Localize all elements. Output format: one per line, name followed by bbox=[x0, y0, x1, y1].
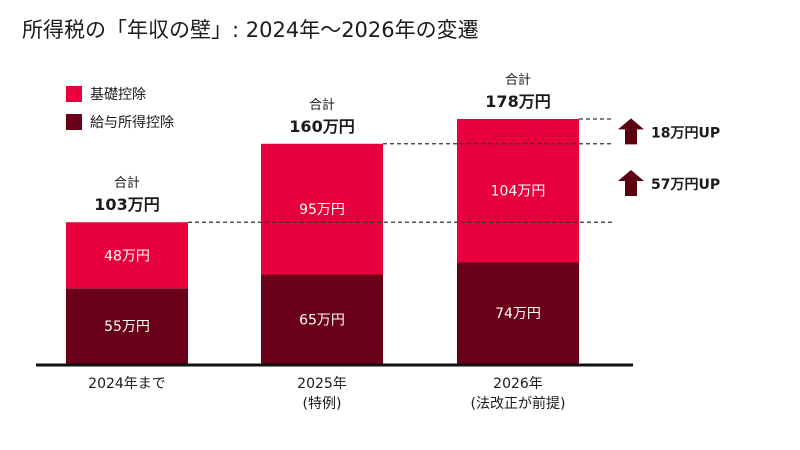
increase-annotation-0: 57万円UP bbox=[651, 177, 720, 193]
bar-value-label-0-1: 65万円 bbox=[299, 312, 345, 328]
total-caption-1: 合計 bbox=[309, 97, 335, 113]
bar-salary-deduction-0 bbox=[66, 288, 188, 364]
bar-salary-deduction-1 bbox=[261, 274, 383, 364]
category-label-0-0: 2024年まで bbox=[88, 376, 166, 392]
category-label-1-1: (特例) bbox=[303, 396, 342, 412]
bar-basic-deduction-1 bbox=[261, 143, 383, 275]
total-value-2: 178万円 bbox=[485, 92, 550, 111]
legend-label-0: 基礎控除 bbox=[90, 86, 146, 103]
legend-label-1: 給与所得控除 bbox=[90, 114, 174, 131]
bar-value-label-0-2: 74万円 bbox=[495, 306, 541, 322]
total-value-1: 160万円 bbox=[289, 117, 354, 136]
bar-basic-deduction-0 bbox=[66, 222, 188, 289]
total-caption-0: 合計 bbox=[114, 175, 140, 191]
bar-value-label-0-0: 55万円 bbox=[104, 319, 150, 335]
bar-basic-deduction-2 bbox=[457, 119, 579, 263]
legend-swatch-1 bbox=[66, 114, 82, 130]
bar-salary-deduction-2 bbox=[457, 262, 579, 364]
bar-value-label-1-0: 48万円 bbox=[104, 248, 150, 264]
total-value-0: 103万円 bbox=[94, 195, 159, 214]
category-label-1-0: 2025年 bbox=[297, 376, 347, 392]
total-caption-2: 合計 bbox=[505, 72, 531, 88]
chart-title: 所得税の「年収の壁」: 2024年〜2026年の変遷 bbox=[22, 18, 479, 42]
increase-annotation-1: 18万円UP bbox=[651, 125, 720, 141]
up-arrow-icon bbox=[618, 118, 644, 145]
bar-value-label-1-2: 104万円 bbox=[491, 184, 546, 200]
category-label-2-0: 2026年 bbox=[493, 376, 543, 392]
bar-value-label-1-1: 95万円 bbox=[299, 202, 345, 218]
up-arrow-icon bbox=[618, 170, 644, 197]
category-label-2-1: (法改正が前提) bbox=[471, 395, 566, 412]
legend-swatch-0 bbox=[66, 86, 82, 102]
